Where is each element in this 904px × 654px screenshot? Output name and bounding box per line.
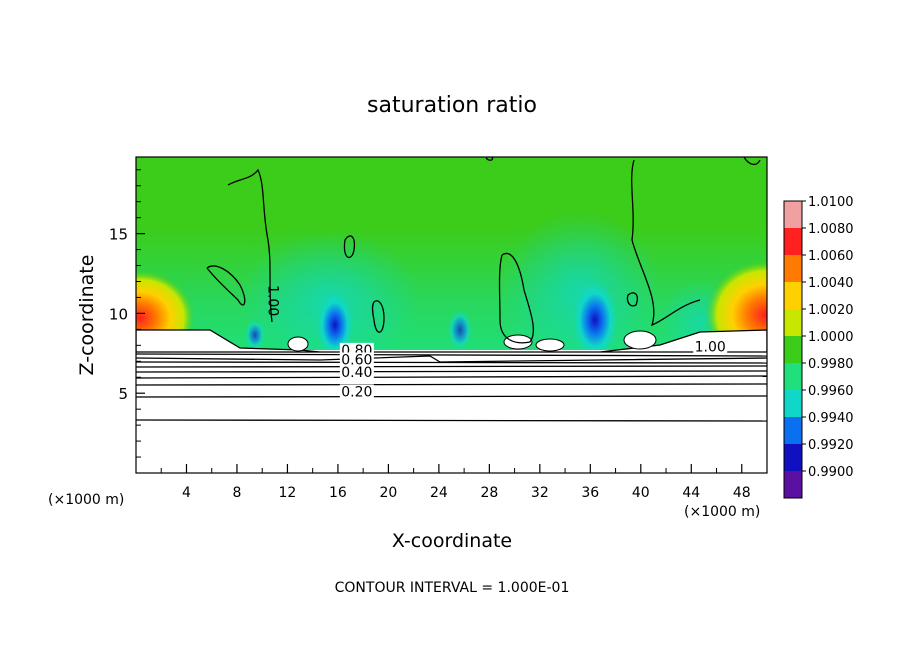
contour-label-bg xyxy=(339,352,374,367)
colorbar-label: 1.0040 xyxy=(808,276,854,291)
x-tick-label: 24 xyxy=(430,485,448,501)
contour-1-00-bubble xyxy=(343,235,356,259)
x-tick-label: 4 xyxy=(182,485,191,501)
colorbar-swatch xyxy=(784,363,802,390)
contour-1-00-right-lobe xyxy=(626,292,638,307)
colorbar-swatch xyxy=(784,201,802,228)
colorbar-label: 1.0100 xyxy=(808,195,854,210)
dry-cell xyxy=(317,293,353,357)
x-axis-label: X-coordinate xyxy=(392,530,512,552)
contour-1-00-left xyxy=(227,168,273,323)
colorbar-label: 1.0000 xyxy=(808,330,854,345)
colorbar-label: 0.9980 xyxy=(808,357,854,372)
colorbar-label: 1.0060 xyxy=(808,249,854,264)
y-tick-label: 15 xyxy=(109,226,128,244)
contour-0-20 xyxy=(136,395,767,398)
x-tick-label: 28 xyxy=(480,485,498,501)
x-tick-label: 16 xyxy=(329,485,347,501)
colorbar-swatch xyxy=(784,282,802,309)
colorbar-label: 1.0020 xyxy=(808,303,854,318)
colorbar-swatch xyxy=(784,228,802,255)
colorbar-label: 1.0080 xyxy=(808,222,854,237)
contour-1-00-column xyxy=(371,300,385,333)
dry-cell xyxy=(448,310,472,350)
y-tick-label: 10 xyxy=(109,305,128,323)
cool-plume xyxy=(500,210,660,370)
contour-0-30 xyxy=(136,383,767,386)
colorbar-frame xyxy=(783,200,803,499)
x-tick-label: 44 xyxy=(682,485,700,501)
x-tick-label: 32 xyxy=(531,485,549,501)
white-patch xyxy=(535,338,565,352)
colorbar-swatch xyxy=(784,390,802,417)
contour-label-layer: 1.000.800.600.400.201.00 xyxy=(265,285,728,400)
contour-0-70 xyxy=(136,361,767,364)
colorbar-label: 0.9940 xyxy=(808,411,854,426)
contour-0-60 xyxy=(136,365,767,368)
contour-label: 1.00 xyxy=(695,340,726,356)
colorbar-label: 0.9920 xyxy=(808,438,854,453)
plot-frame xyxy=(135,156,768,474)
colorbar-swatch xyxy=(784,309,802,336)
heatmap-field xyxy=(136,157,767,473)
contour-0-80 xyxy=(136,355,767,363)
colorbar-swatch xyxy=(784,444,802,471)
contour-label-bg xyxy=(693,339,728,354)
contour-label: 0.40 xyxy=(341,365,372,381)
contour-label: 0.20 xyxy=(341,384,372,400)
field-lower-white xyxy=(136,350,767,473)
x-tick-label: 36 xyxy=(581,485,599,501)
x-unit-right: (×1000 m) xyxy=(684,504,760,520)
contour-0-40 xyxy=(136,375,767,379)
y-tick-label: 5 xyxy=(118,385,128,403)
colorbar-swatch xyxy=(784,417,802,444)
contour-0-50 xyxy=(136,370,767,373)
colorbar: 1.0100 1.0080 1.0060 1.0040 1.0020 1.0000 0.99… xyxy=(783,195,854,499)
x-tick-label: 20 xyxy=(379,485,397,501)
colorbar-swatch xyxy=(784,336,802,363)
dry-cell xyxy=(245,320,265,350)
x-tick-label: 12 xyxy=(279,485,297,501)
y-axis-label: Z-coordinate xyxy=(76,255,98,376)
colorbar-label: 0.9960 xyxy=(808,384,854,399)
contour-1-00-top-right xyxy=(743,157,761,166)
x-tick-label: 8 xyxy=(232,485,241,501)
contour-interval-note: CONTOUR INTERVAL = 1.000E-01 xyxy=(335,580,570,596)
contour-1-00-right xyxy=(631,159,701,327)
colorbar-swatch xyxy=(784,471,802,498)
dry-cell xyxy=(573,282,617,358)
x-tick-label: 40 xyxy=(632,485,650,501)
contour-label: 1.00 xyxy=(265,285,281,316)
x-axis: 4 8 12 16 20 24 28 32 36 40 44 48 xyxy=(160,464,751,501)
contour-0-90 xyxy=(136,353,767,357)
contour-1-00-top-blip xyxy=(485,157,494,161)
chart-title: saturation ratio xyxy=(367,93,537,118)
colorbar-label: 0.9900 xyxy=(808,465,854,480)
contour-1-00-plume xyxy=(498,252,534,344)
colorbar-swatch xyxy=(784,255,802,282)
contour-label: 0.60 xyxy=(341,352,372,368)
contour-lines xyxy=(136,157,767,422)
contour-0-10 xyxy=(136,419,767,422)
contour-label-bg xyxy=(339,365,374,380)
x-tick-label: 48 xyxy=(733,485,751,501)
contour-label-bg xyxy=(339,384,374,399)
white-patch xyxy=(287,336,309,352)
contour-1-00-left-lobe xyxy=(206,265,246,306)
white-patch xyxy=(623,330,657,350)
y-axis: 5 10 15 xyxy=(109,169,145,458)
x-unit-left: (×1000 m) xyxy=(48,492,124,508)
